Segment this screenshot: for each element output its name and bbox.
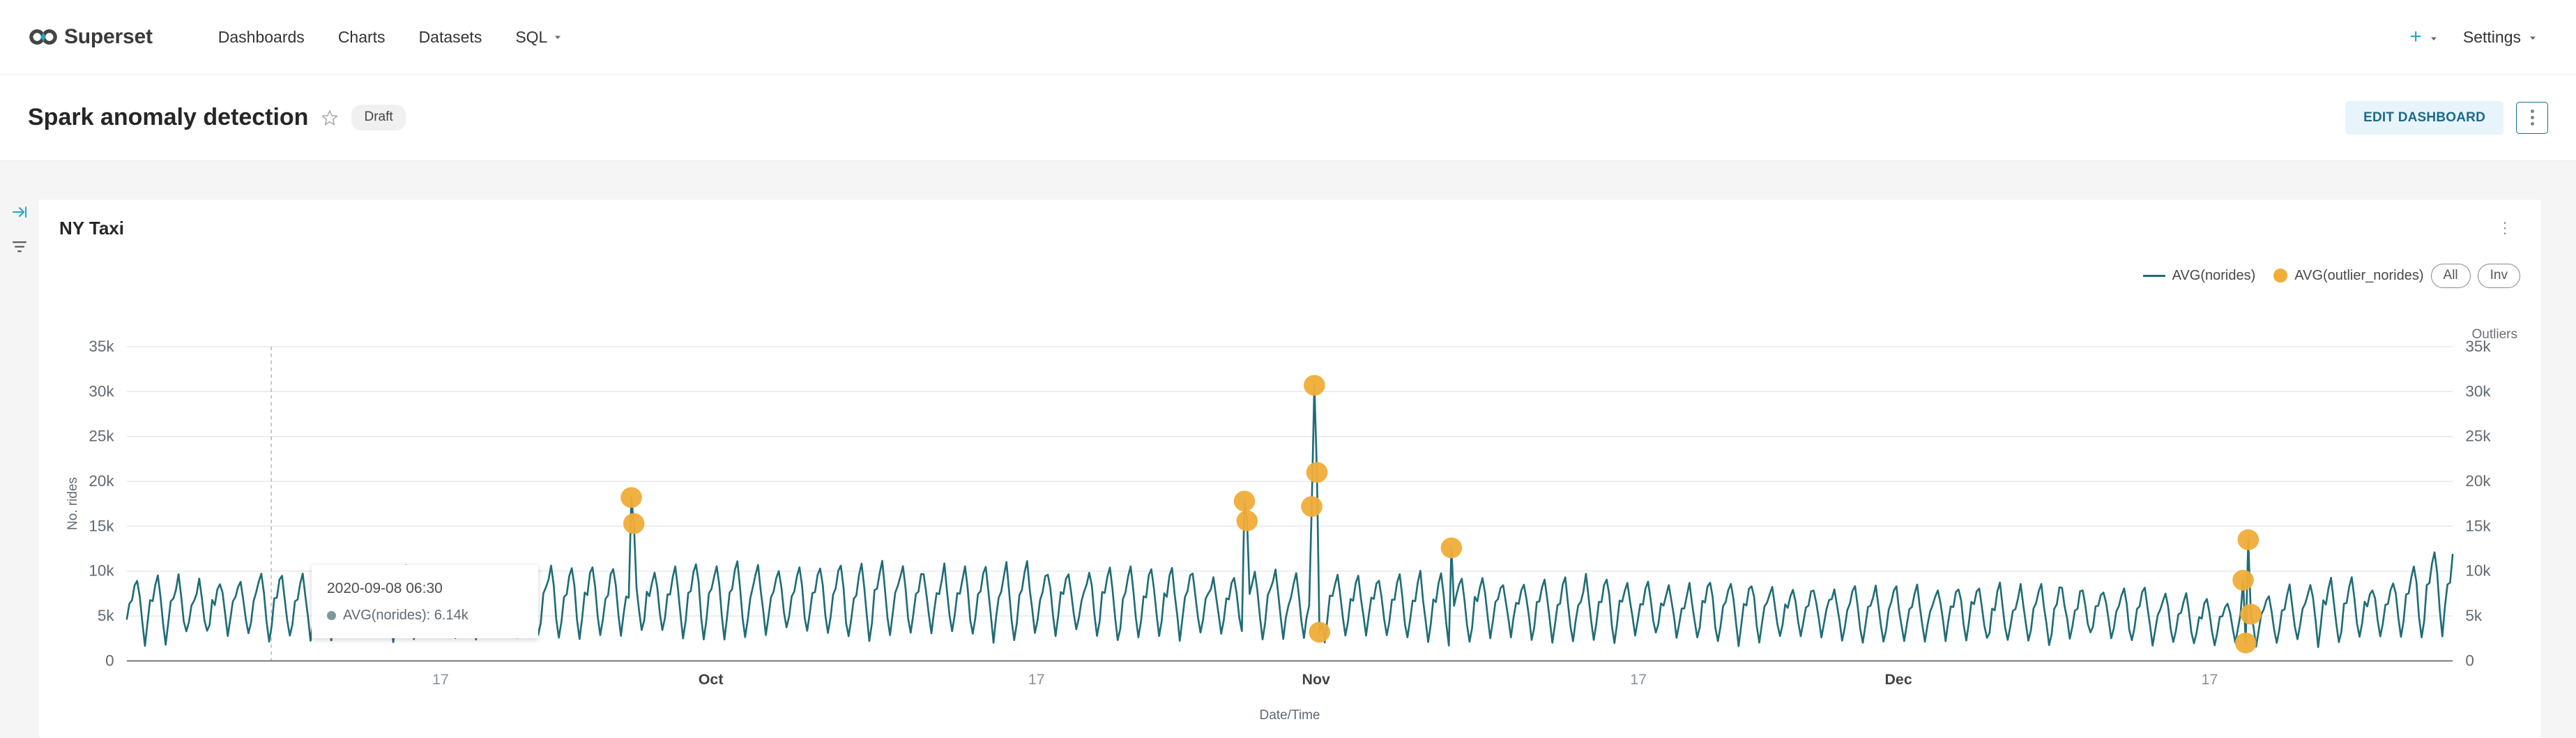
svg-text:35k: 35k [89,338,114,355]
svg-text:10k: 10k [2465,562,2491,580]
svg-text:30k: 30k [89,382,114,400]
svg-text:17: 17 [1630,672,1647,688]
svg-text:30k: 30k [2465,382,2491,400]
svg-text:0: 0 [2465,652,2474,669]
svg-text:17: 17 [2202,672,2218,688]
svg-text:25k: 25k [89,427,114,444]
svg-text:35k: 35k [2465,338,2491,355]
svg-text:0: 0 [105,652,114,669]
svg-text:25k: 25k [2465,427,2491,444]
svg-text:15k: 15k [2465,517,2491,534]
svg-text:20k: 20k [89,472,114,490]
svg-text:10k: 10k [89,562,114,580]
svg-text:17: 17 [432,672,449,688]
svg-text:17: 17 [1028,672,1045,688]
svg-text:5k: 5k [2465,607,2483,624]
svg-text:Oct: Oct [699,672,724,688]
svg-text:Dec: Dec [1884,672,1912,688]
svg-text:20k: 20k [2465,472,2491,490]
svg-text:Nov: Nov [1302,672,1331,688]
svg-text:15k: 15k [89,517,114,534]
svg-text:5k: 5k [98,607,115,624]
